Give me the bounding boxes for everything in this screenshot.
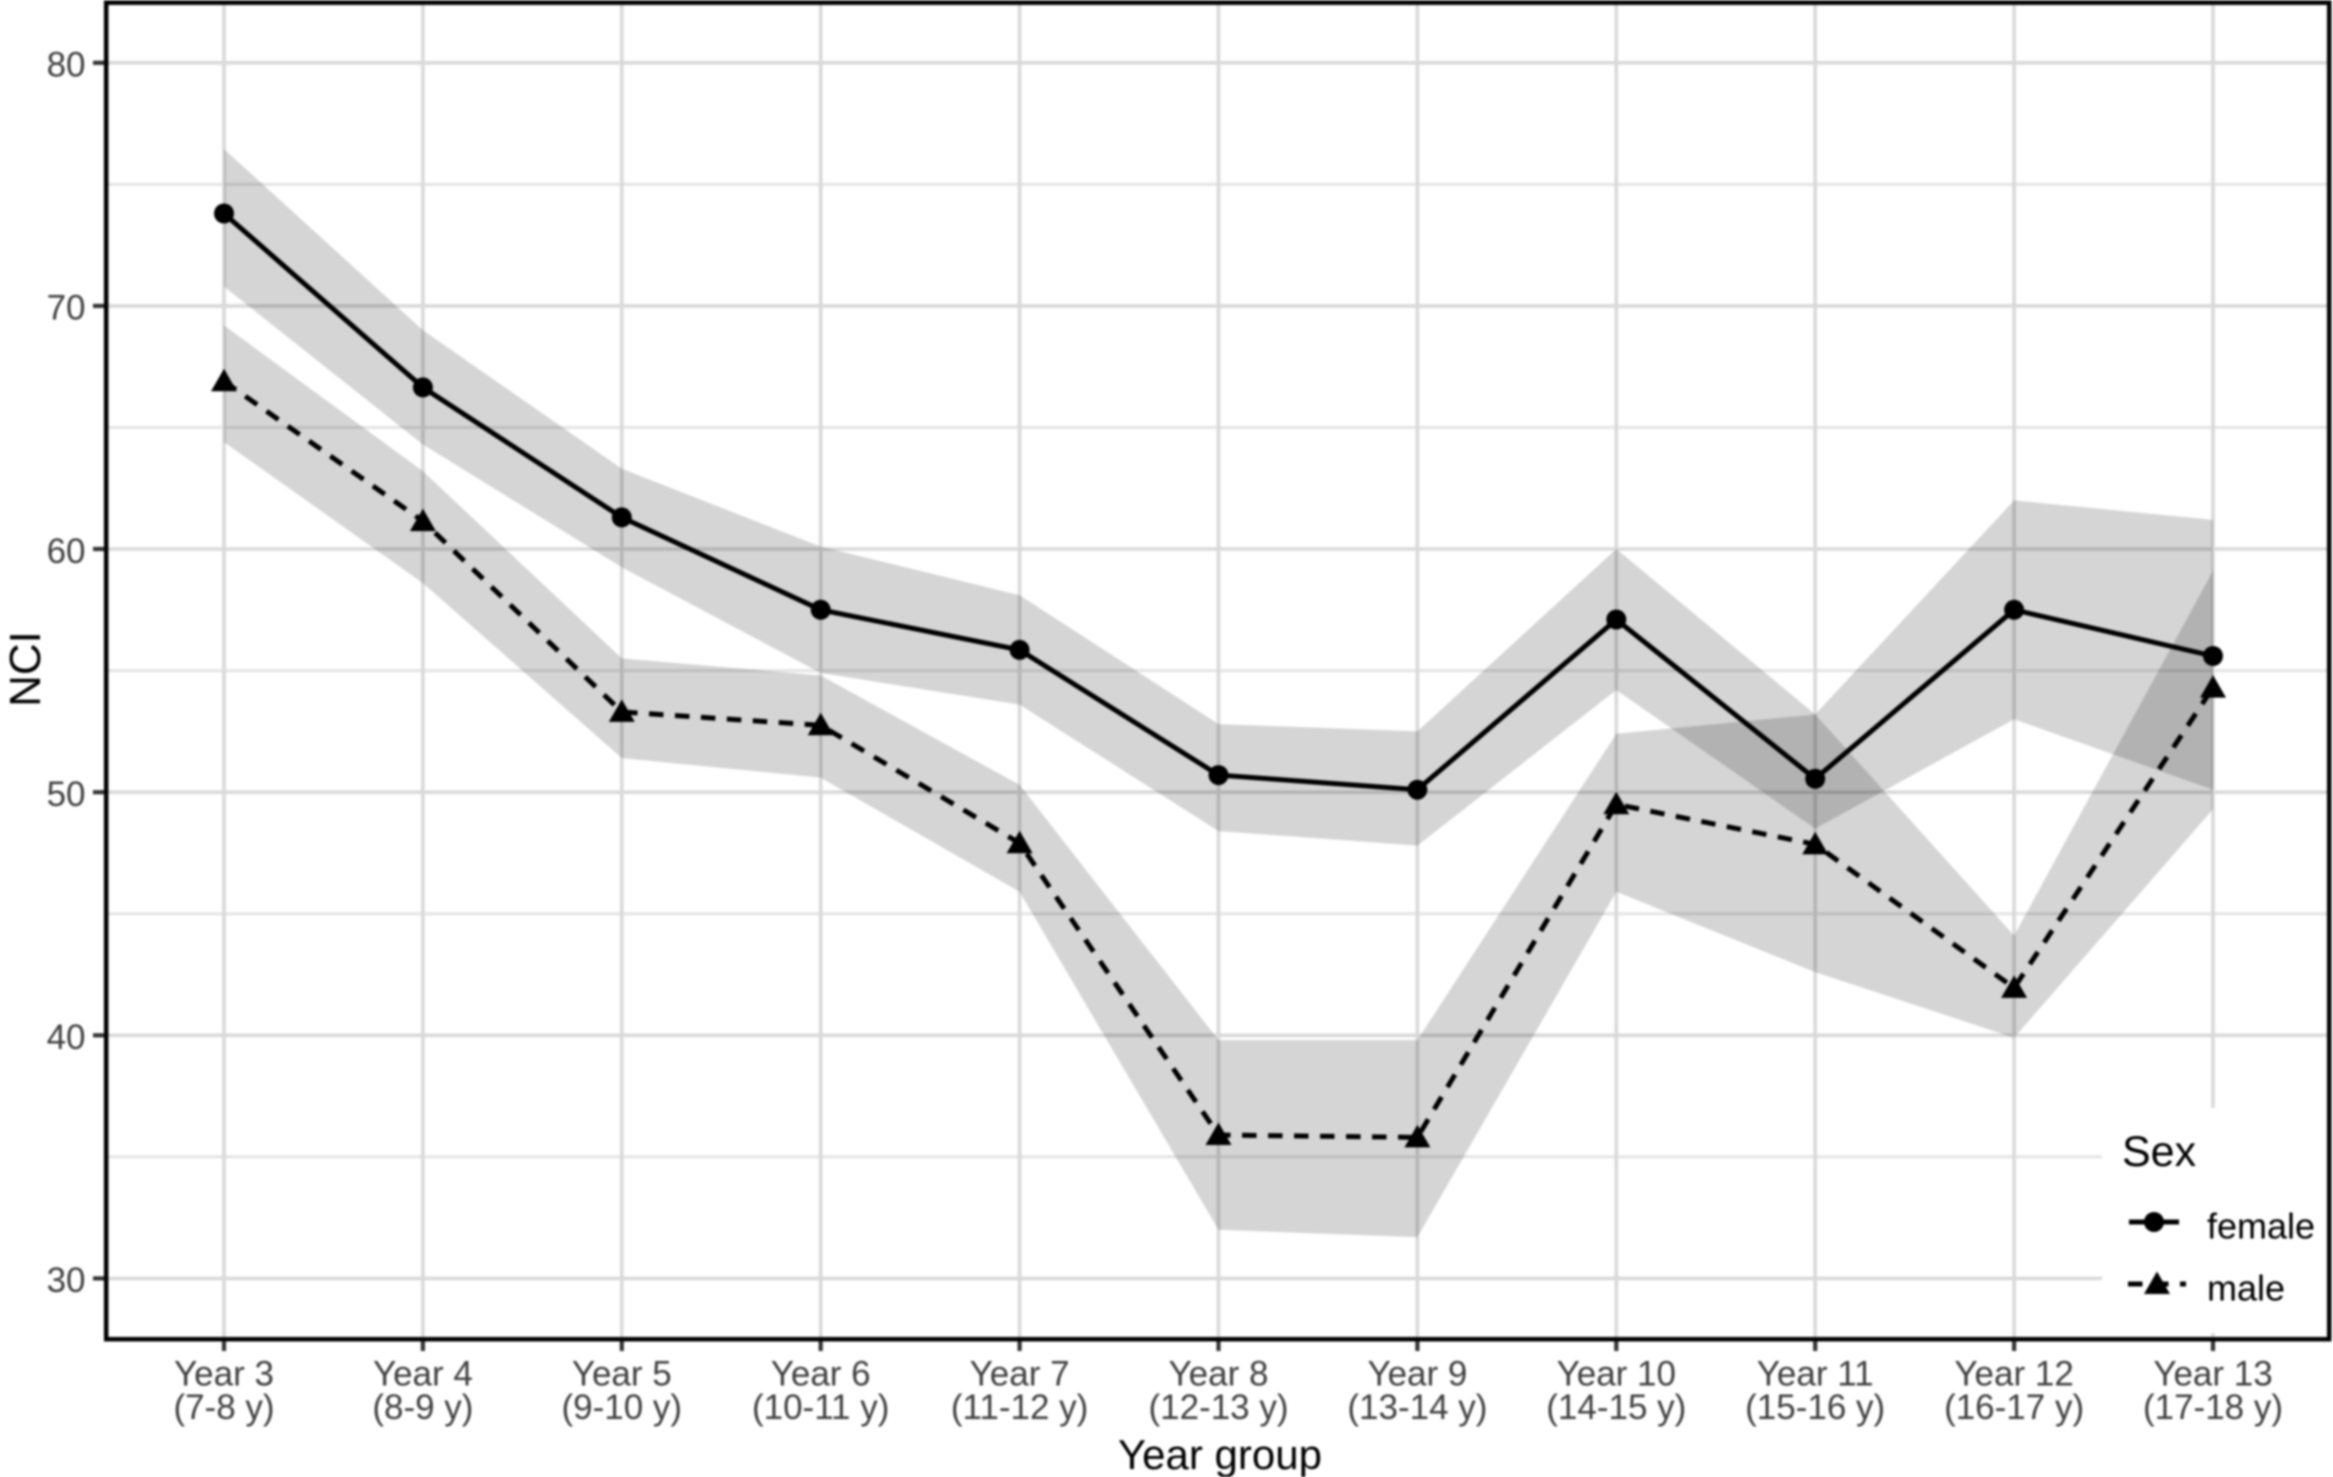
- svg-text:Year 3: Year 3: [174, 1355, 274, 1394]
- svg-text:(11-12 y): (11-12 y): [951, 1388, 1088, 1427]
- svg-text:80: 80: [47, 46, 86, 85]
- svg-text:(17-18 y): (17-18 y): [2143, 1388, 2283, 1427]
- svg-text:female: female: [2207, 1206, 2315, 1247]
- svg-text:Year 11: Year 11: [1757, 1355, 1874, 1394]
- svg-text:(9-10 y): (9-10 y): [562, 1388, 683, 1427]
- svg-text:(7-8 y): (7-8 y): [173, 1388, 274, 1427]
- svg-text:male: male: [2207, 1268, 2285, 1309]
- svg-text:Year 13: Year 13: [2153, 1355, 2272, 1394]
- svg-text:(12-13 y): (12-13 y): [1148, 1388, 1288, 1427]
- svg-text:(14-15 y): (14-15 y): [1546, 1388, 1686, 1427]
- svg-text:(13-14 y): (13-14 y): [1347, 1388, 1487, 1427]
- svg-text:(8-9 y): (8-9 y): [372, 1388, 473, 1427]
- svg-text:Year 9: Year 9: [1367, 1355, 1467, 1394]
- svg-text:50: 50: [47, 775, 86, 814]
- svg-text:Year 4: Year 4: [373, 1355, 473, 1394]
- svg-text:(15-16 y): (15-16 y): [1745, 1388, 1885, 1427]
- svg-text:Year 7: Year 7: [970, 1355, 1070, 1394]
- svg-text:Year 12: Year 12: [1954, 1355, 2073, 1394]
- svg-text:NCI: NCI: [1, 631, 50, 707]
- svg-text:Year 6: Year 6: [771, 1355, 871, 1394]
- svg-text:60: 60: [47, 532, 86, 571]
- svg-text:Year 10: Year 10: [1557, 1355, 1676, 1394]
- svg-text:(16-17 y): (16-17 y): [1944, 1388, 2084, 1427]
- svg-text:Sex: Sex: [2122, 1128, 2197, 1176]
- svg-text:40: 40: [47, 1018, 86, 1057]
- svg-text:Year group: Year group: [1118, 1431, 1322, 1477]
- svg-text:Year 8: Year 8: [1169, 1355, 1269, 1394]
- svg-text:Year 5: Year 5: [572, 1355, 672, 1394]
- svg-text:70: 70: [47, 289, 86, 328]
- svg-text:(10-11 y): (10-11 y): [752, 1388, 889, 1427]
- svg-text:30: 30: [47, 1261, 86, 1300]
